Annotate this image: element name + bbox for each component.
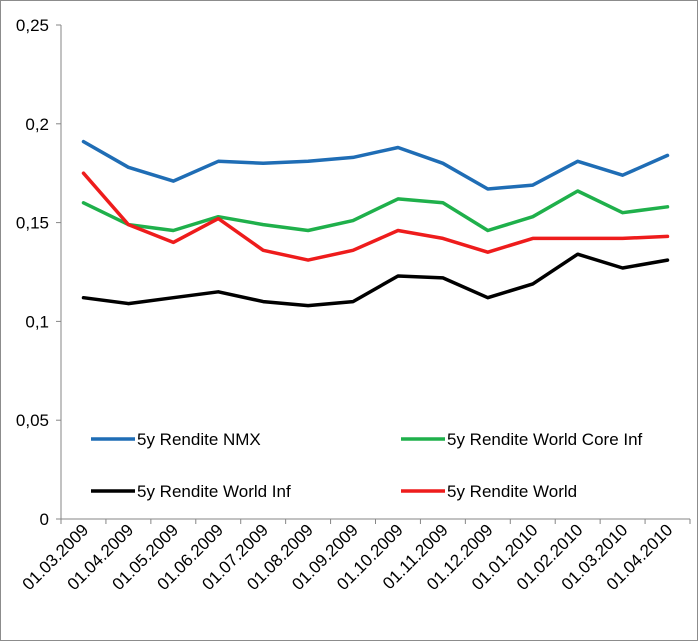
axes: 00,050,10,150,20,2501.03.200901.04.20090… xyxy=(16,16,691,594)
y-tick-label: 0 xyxy=(40,510,49,529)
legend-label: 5y Rendite World Inf xyxy=(137,482,291,501)
series-line-2 xyxy=(81,189,670,233)
legend-label: 5y Rendite World xyxy=(447,482,577,501)
legend: 5y Rendite NMX 5y Rendite World Core Inf 5… xyxy=(91,430,643,501)
series-lines xyxy=(81,139,670,308)
legend-label: 5y Rendite NMX xyxy=(137,430,261,449)
y-tick-label: 0,15 xyxy=(16,214,49,233)
y-tick-label: 0,2 xyxy=(25,115,49,134)
y-tick-label: 0,25 xyxy=(16,16,49,35)
legend-label: 5y Rendite World Core Inf xyxy=(447,430,643,449)
series-line-1 xyxy=(81,139,670,191)
series-line-4 xyxy=(81,171,670,262)
y-tick-label: 0,1 xyxy=(25,312,49,331)
series-line-3 xyxy=(81,252,670,308)
y-tick-label: 0,05 xyxy=(16,411,49,430)
